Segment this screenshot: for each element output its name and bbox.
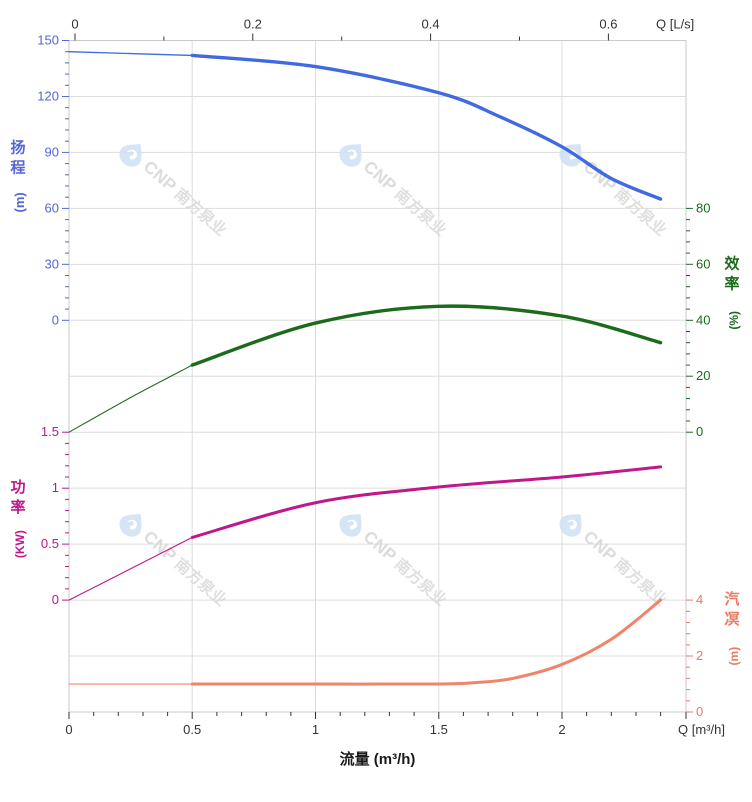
svg-text:0: 0 [52, 312, 59, 327]
svg-text:90: 90 [45, 144, 59, 159]
svg-text:40: 40 [696, 312, 710, 327]
svg-text:0.5: 0.5 [183, 722, 201, 737]
svg-text:率: 率 [724, 274, 739, 292]
svg-text:Q [L/s]: Q [L/s] [656, 17, 694, 32]
svg-text:南方泉业: 南方泉业 [171, 554, 231, 610]
svg-text:南方泉业: 南方泉业 [611, 554, 671, 610]
svg-text:(%): (%) [727, 311, 741, 330]
svg-text:(m): (m) [12, 192, 27, 212]
svg-text:CNP: CNP [360, 156, 401, 195]
svg-text:流量 (m³/h): 流量 (m³/h) [340, 750, 416, 768]
svg-text:4: 4 [696, 592, 703, 607]
svg-text:60: 60 [696, 256, 710, 271]
svg-text:120: 120 [37, 89, 59, 104]
svg-text:率: 率 [10, 498, 25, 516]
svg-text:CNP: CNP [360, 526, 401, 565]
svg-text:0: 0 [696, 704, 703, 719]
svg-text:0: 0 [65, 722, 72, 737]
svg-text:2: 2 [696, 648, 703, 663]
svg-text:南方泉业: 南方泉业 [391, 554, 451, 610]
svg-text:1.5: 1.5 [41, 424, 59, 439]
svg-text:1: 1 [52, 480, 59, 495]
svg-text:(m): (m) [727, 647, 741, 666]
svg-text:0.5: 0.5 [41, 536, 59, 551]
svg-text:汽: 汽 [724, 590, 739, 608]
svg-text:功: 功 [10, 479, 25, 496]
svg-text:0: 0 [696, 424, 703, 439]
svg-text:80: 80 [696, 200, 710, 215]
svg-text:CNP: CNP [140, 156, 181, 195]
svg-text:60: 60 [45, 200, 59, 215]
svg-text:凕: 凕 [724, 611, 739, 628]
svg-text:(KW): (KW) [13, 530, 27, 558]
svg-text:20: 20 [696, 368, 710, 383]
svg-text:Q [m³/h]: Q [m³/h] [678, 722, 725, 737]
svg-text:程: 程 [10, 159, 25, 176]
svg-text:1.5: 1.5 [430, 722, 448, 737]
svg-text:0: 0 [71, 17, 78, 32]
svg-text:0: 0 [52, 592, 59, 607]
svg-text:南方泉业: 南方泉业 [391, 184, 451, 240]
svg-text:效: 效 [724, 254, 740, 272]
svg-text:30: 30 [45, 256, 59, 271]
svg-text:CNP: CNP [580, 526, 621, 565]
svg-text:0.2: 0.2 [244, 17, 262, 32]
svg-text:150: 150 [37, 33, 59, 48]
svg-text:扬: 扬 [10, 138, 25, 156]
svg-text:0.4: 0.4 [422, 17, 440, 32]
svg-text:2: 2 [558, 722, 565, 737]
svg-text:南方泉业: 南方泉业 [171, 184, 231, 240]
svg-text:0.6: 0.6 [599, 17, 617, 32]
svg-text:1: 1 [312, 722, 319, 737]
